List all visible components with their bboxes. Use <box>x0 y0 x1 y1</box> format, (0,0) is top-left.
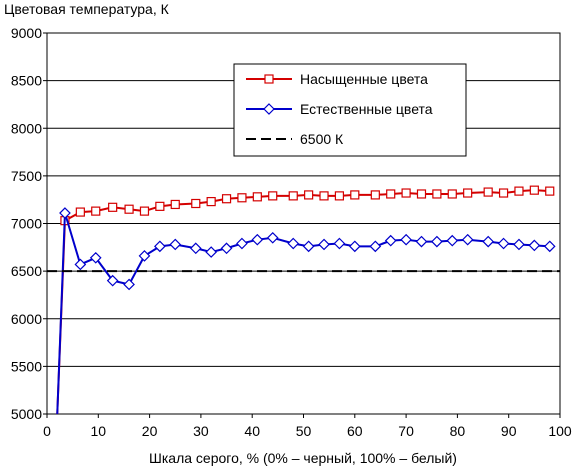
x-tick-label: 50 <box>296 423 312 439</box>
data-point <box>483 187 493 197</box>
legend-marker <box>263 103 275 115</box>
data-point <box>169 238 182 251</box>
x-tick-label: 0 <box>43 423 51 439</box>
data-point <box>401 188 411 198</box>
x-tick-label: 60 <box>347 423 363 439</box>
y-tick-label: 9000 <box>11 25 42 41</box>
y-tick-label: 7500 <box>11 168 42 184</box>
y-tick-label: 8500 <box>11 73 42 89</box>
data-point <box>59 207 71 219</box>
legend: Насыщенные цвета Естественные цвета 6500 К <box>233 63 467 157</box>
data-point <box>350 190 360 200</box>
data-point <box>266 231 279 244</box>
y-axis-label: Цветовая температура, К <box>4 1 170 17</box>
data-point <box>221 194 232 204</box>
x-axis-ticks: 0 10 20 30 40 50 60 70 80 90 100 <box>43 414 572 439</box>
y-tick-label: 6500 <box>11 263 42 279</box>
data-point <box>189 242 202 255</box>
data-point <box>431 235 443 248</box>
data-point <box>139 206 150 216</box>
data-point <box>205 246 218 258</box>
y-tick-label: 8000 <box>11 120 42 136</box>
data-point <box>415 235 428 248</box>
x-tick-label: 90 <box>501 423 517 439</box>
data-point <box>268 191 278 201</box>
data-point <box>251 233 264 246</box>
series-diamond <box>56 207 556 415</box>
data-point <box>370 190 380 200</box>
data-point <box>447 189 457 199</box>
data-point <box>287 237 300 250</box>
data-point <box>154 240 166 253</box>
series-square <box>56 185 555 415</box>
data-point <box>463 188 473 198</box>
data-point <box>74 258 87 271</box>
x-tick-label: 10 <box>91 423 107 439</box>
data-point <box>482 235 495 248</box>
y-tick-label: 6000 <box>11 311 42 327</box>
data-point <box>288 191 298 201</box>
data-point <box>545 186 555 196</box>
x-axis-label: Шкала серого, % (0% – черный, 100% – бел… <box>149 450 457 466</box>
legend-label: Естественные цвета <box>300 101 433 117</box>
data-point <box>220 242 233 255</box>
gridlines <box>47 32 560 415</box>
data-point <box>91 206 101 216</box>
data-point <box>400 233 412 246</box>
data-point <box>319 191 329 201</box>
data-point <box>369 240 382 253</box>
x-tick-label: 100 <box>548 423 572 439</box>
y-tick-label: 5000 <box>11 406 42 422</box>
data-point <box>191 198 201 209</box>
data-point <box>75 207 85 217</box>
data-point <box>386 189 396 199</box>
data-point <box>432 189 442 199</box>
y-tick-label: 7000 <box>11 216 42 232</box>
data-point <box>138 250 151 262</box>
data-point <box>461 233 474 246</box>
data-point <box>334 191 345 201</box>
data-point <box>513 238 525 251</box>
data-point <box>304 190 314 200</box>
x-tick-label: 80 <box>450 423 466 439</box>
data-point <box>348 240 361 253</box>
data-point <box>529 185 539 195</box>
legend-marker <box>264 74 274 84</box>
data-point <box>514 186 524 196</box>
data-point <box>384 234 397 247</box>
data-point <box>543 240 556 253</box>
data-point <box>237 193 247 203</box>
x-tick-label: 20 <box>142 423 158 439</box>
data-point <box>124 204 134 214</box>
legend-label: Насыщенные цвета <box>300 71 428 87</box>
y-axis-ticks: 5000 5500 6000 6500 7000 7500 8000 8500 9000 <box>11 25 47 422</box>
data-point <box>333 237 346 250</box>
data-point <box>89 251 102 264</box>
data-point <box>497 237 510 250</box>
x-tick-label: 70 <box>398 423 414 439</box>
data-point <box>155 201 165 211</box>
data-point <box>498 188 509 198</box>
data-point <box>206 196 216 207</box>
data-point <box>446 234 459 247</box>
data-point <box>416 189 427 199</box>
series-group <box>47 185 560 415</box>
data-point <box>170 199 180 210</box>
data-point <box>108 202 118 212</box>
data-point <box>123 278 135 291</box>
data-point <box>528 239 541 252</box>
x-tick-label: 30 <box>193 423 209 439</box>
data-point <box>302 240 315 253</box>
data-point <box>106 274 119 287</box>
y-tick-label: 5500 <box>11 358 42 374</box>
data-point <box>318 238 330 251</box>
data-point <box>252 192 262 202</box>
legend-label: 6500 К <box>300 131 344 147</box>
data-point <box>236 237 248 250</box>
x-tick-label: 40 <box>244 423 260 439</box>
